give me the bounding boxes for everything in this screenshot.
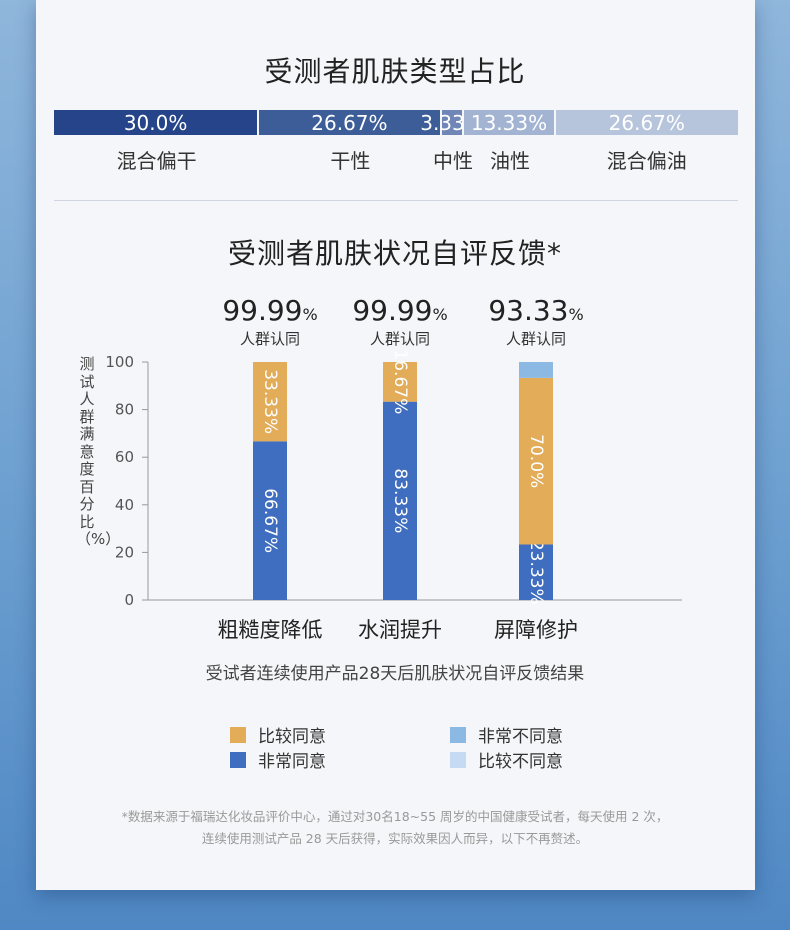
legend-item: 非常同意 (230, 747, 326, 772)
approval-note: 人群认同 (239, 330, 300, 348)
skin-segment-value: 26.67% (311, 110, 388, 135)
bar-value-label: 23.33% (526, 540, 546, 605)
skin-segment-value: 13.33% (470, 110, 548, 135)
skin-type-title: 受测者肌肤类型占比 (264, 55, 526, 88)
legend-item: 非常不同意 (450, 722, 563, 747)
approval-percent: 99.99% (330, 294, 470, 327)
legend-swatch (230, 726, 246, 743)
skin-segment-label: 混合偏油 (606, 149, 687, 173)
bar-segment (519, 377, 553, 545)
approval-value: 93.33 (488, 294, 569, 327)
skin-segment-label: 干性 (330, 149, 371, 173)
y-tick-label: 80 (115, 401, 134, 419)
skin-segment-4: 26.67% (555, 110, 738, 135)
approval-value: 99.99 (222, 294, 303, 327)
legend-swatch (450, 726, 466, 743)
legend-label: 比较同意 (258, 727, 326, 747)
approval-unit: % (568, 305, 584, 324)
skin-segment-label: 油性 (489, 149, 530, 173)
category-label: 粗糙度降低 (217, 618, 323, 642)
bar-segment (253, 362, 287, 442)
chart-caption: 受试者连续使用产品28天后肌肤状况自评反馈结果 (205, 664, 585, 684)
approval-percent: 99.99% (200, 294, 340, 327)
approval-note: 人群认同 (369, 330, 430, 348)
bar-segment (383, 362, 417, 402)
skin-segment-label: 中性 (433, 149, 473, 173)
legend-swatch (450, 751, 466, 768)
footnote-line-1: *数据来源于福瑞达化妆品评价中心，通过对30名18~55 周岁的中国健康受试者，… (121, 809, 669, 824)
skin-segment-value: 30.0% (123, 110, 188, 135)
y-tick-label: 60 (115, 448, 134, 466)
feedback-title: 受测者肌肤状况自评反馈* (227, 237, 562, 270)
y-tick-label: 0 (124, 591, 134, 609)
bar-value-label: 83.33% (390, 468, 410, 533)
bar-segment (519, 362, 553, 378)
legend-swatch (230, 751, 246, 768)
legend-label: 非常不同意 (478, 727, 563, 747)
legend-label: 比较不同意 (478, 752, 563, 772)
bar-value-label: 33.33% (260, 369, 280, 434)
skin-segment-label: 混合偏干 (116, 149, 197, 173)
skin-segment-3: 13.33% (464, 110, 554, 135)
skin-segment-1: 26.67% (259, 110, 440, 135)
approval-unit: % (302, 305, 318, 324)
legend-item: 比较同意 (230, 722, 326, 747)
y-tick-label: 100 (105, 353, 134, 371)
bar-value-label: 66.67% (260, 488, 280, 553)
approval-value: 99.99 (352, 294, 433, 327)
bar-value-label: 70.0% (526, 434, 546, 488)
skin-segment-0: 30.0% (54, 110, 258, 135)
legend-item: 比较不同意 (450, 747, 563, 772)
approval-note: 人群认同 (505, 330, 566, 348)
bar-segment (383, 401, 417, 600)
skin-segment-value: 26.67% (608, 110, 685, 135)
y-tick-label: 20 (115, 543, 134, 561)
legend-label: 非常同意 (258, 752, 326, 772)
footnote-line-2: 连续使用测试产品 28 天后获得，实际效果因人而异，以下不再赘述。 (201, 831, 589, 846)
approval-percent: 93.33% (466, 294, 606, 327)
bar-segment (253, 441, 287, 600)
bar-value-label: 16.67% (390, 349, 410, 414)
bar-segment (519, 544, 553, 600)
category-label: 水润提升 (358, 618, 442, 642)
approval-unit: % (432, 305, 448, 324)
y-tick-label: 40 (115, 496, 134, 514)
section-divider (54, 200, 738, 201)
category-label: 屏障修护 (494, 618, 578, 642)
